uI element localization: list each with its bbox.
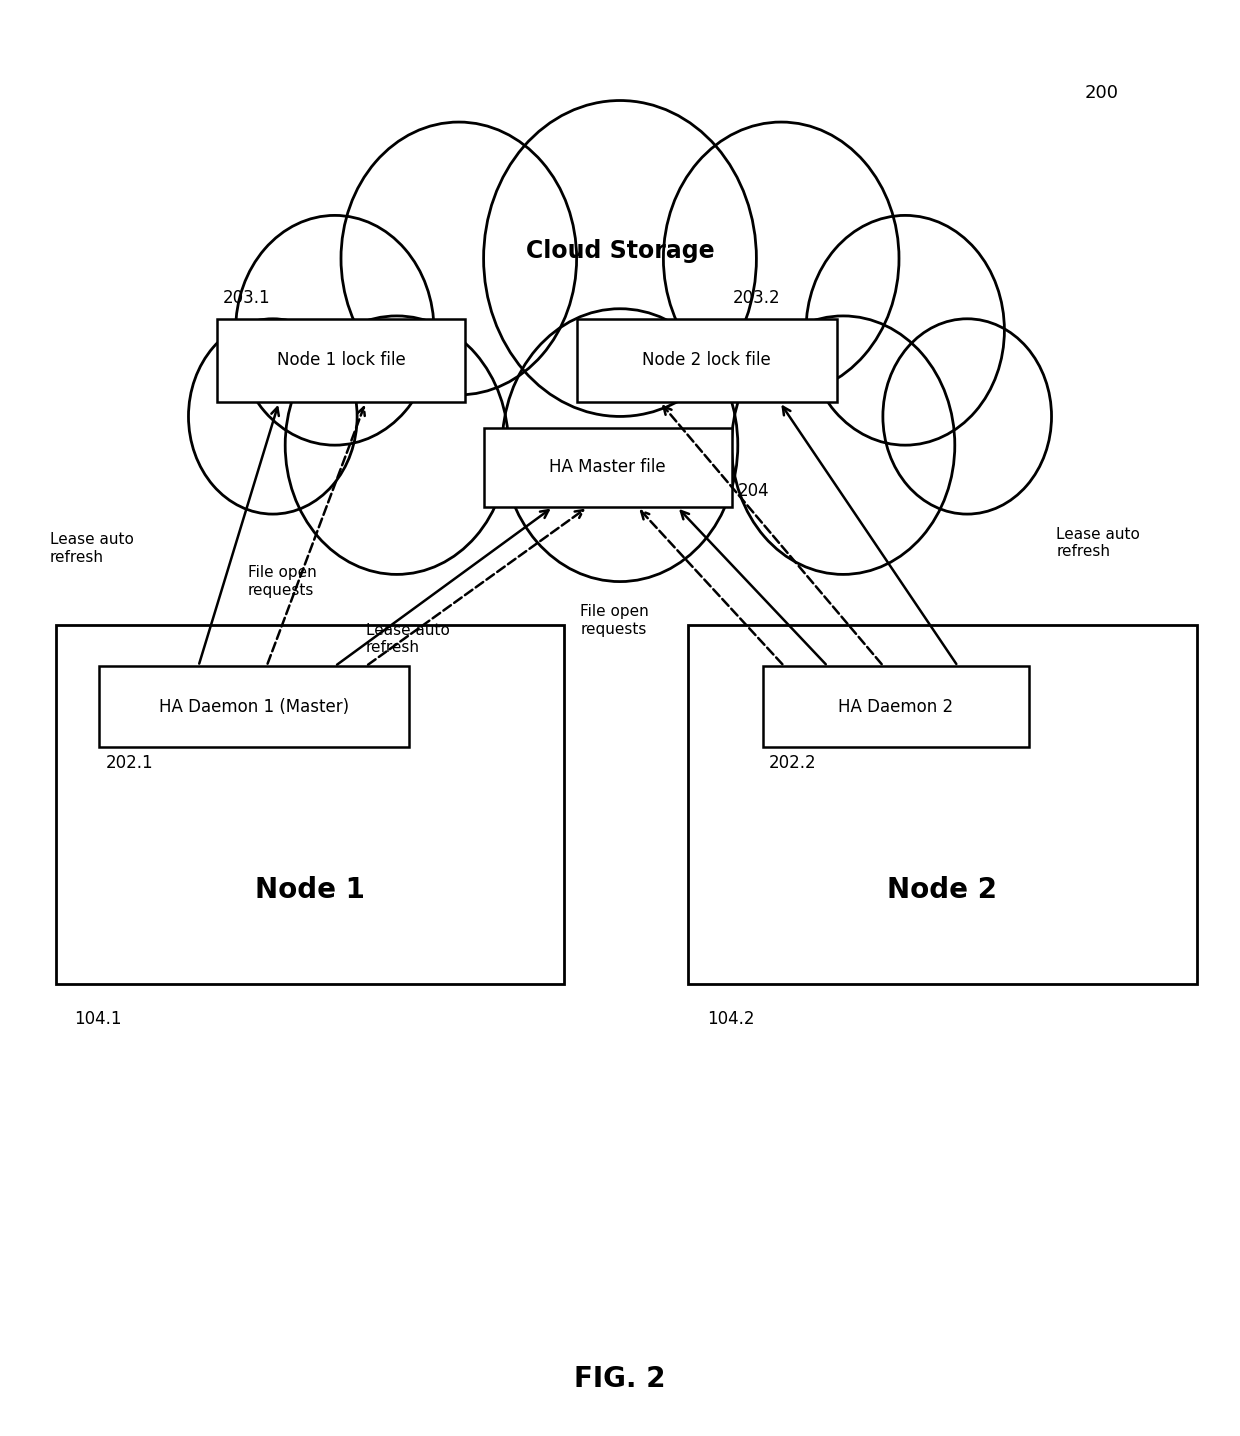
Text: Node 1 lock file: Node 1 lock file bbox=[277, 352, 405, 369]
Text: 200: 200 bbox=[1085, 85, 1118, 102]
Circle shape bbox=[188, 319, 357, 514]
Text: 204: 204 bbox=[738, 482, 770, 500]
Text: Node 2: Node 2 bbox=[888, 876, 997, 905]
FancyBboxPatch shape bbox=[577, 319, 837, 402]
Circle shape bbox=[341, 122, 577, 395]
Text: Lease auto
refresh: Lease auto refresh bbox=[50, 533, 134, 564]
Text: Lease auto
refresh: Lease auto refresh bbox=[366, 623, 450, 655]
Text: Lease auto
refresh: Lease auto refresh bbox=[1056, 527, 1141, 559]
Text: 104.2: 104.2 bbox=[707, 1010, 754, 1028]
Text: 203.2: 203.2 bbox=[733, 289, 780, 307]
Text: File open
requests: File open requests bbox=[580, 605, 649, 636]
Text: Node 1: Node 1 bbox=[255, 876, 365, 905]
Text: 202.1: 202.1 bbox=[105, 754, 153, 773]
Text: HA Master file: HA Master file bbox=[549, 458, 666, 477]
Text: 202.2: 202.2 bbox=[769, 754, 816, 773]
Text: HA Daemon 1 (Master): HA Daemon 1 (Master) bbox=[159, 698, 350, 715]
FancyBboxPatch shape bbox=[56, 625, 564, 984]
FancyBboxPatch shape bbox=[763, 666, 1029, 747]
Text: HA Daemon 2: HA Daemon 2 bbox=[838, 698, 954, 715]
Circle shape bbox=[663, 122, 899, 395]
Circle shape bbox=[236, 215, 434, 445]
FancyBboxPatch shape bbox=[99, 666, 409, 747]
FancyBboxPatch shape bbox=[217, 319, 465, 402]
Circle shape bbox=[883, 319, 1052, 514]
Circle shape bbox=[502, 309, 738, 582]
FancyBboxPatch shape bbox=[484, 428, 732, 507]
Circle shape bbox=[484, 101, 756, 416]
Circle shape bbox=[732, 316, 955, 574]
Text: 104.1: 104.1 bbox=[74, 1010, 122, 1028]
FancyBboxPatch shape bbox=[688, 625, 1197, 984]
Text: File open
requests: File open requests bbox=[248, 566, 316, 597]
Text: Cloud Storage: Cloud Storage bbox=[526, 240, 714, 263]
Circle shape bbox=[285, 316, 508, 574]
Circle shape bbox=[806, 215, 1004, 445]
Text: FIG. 2: FIG. 2 bbox=[574, 1364, 666, 1393]
Text: Node 2 lock file: Node 2 lock file bbox=[642, 352, 771, 369]
Text: 203.1: 203.1 bbox=[223, 289, 270, 307]
